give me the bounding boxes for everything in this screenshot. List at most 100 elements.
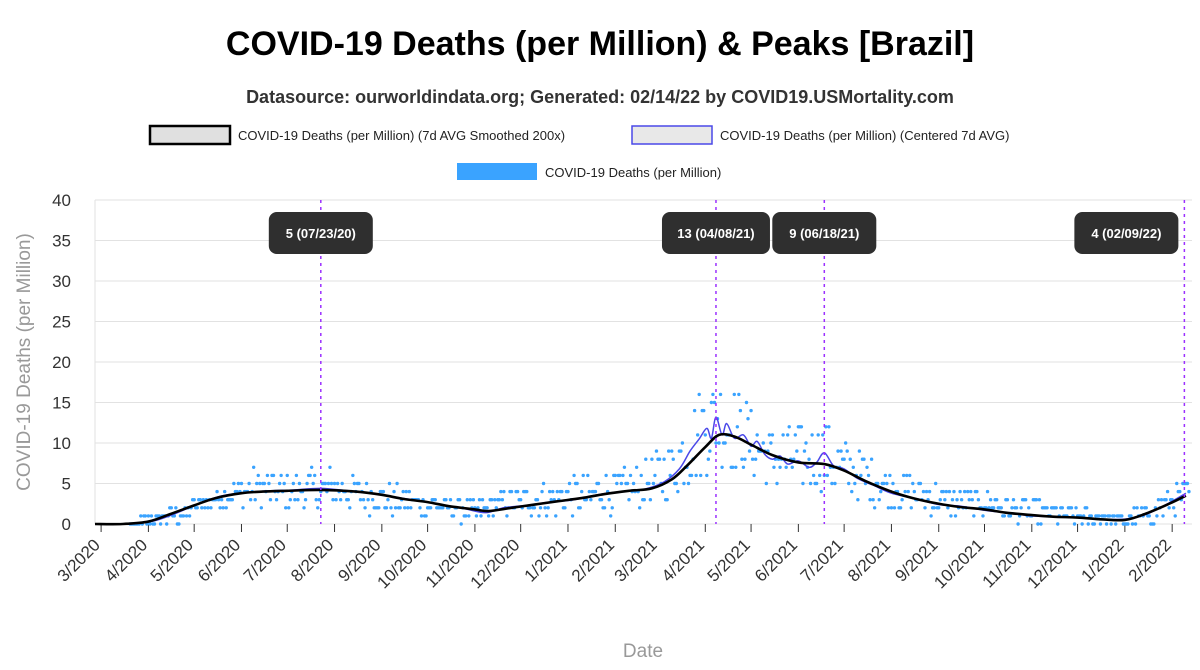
daily-point (970, 498, 974, 502)
daily-point (909, 506, 913, 510)
daily-point (494, 506, 498, 510)
daily-point (816, 433, 820, 437)
daily-point (872, 506, 877, 510)
daily-point (158, 522, 163, 526)
daily-point (489, 498, 494, 502)
daily-point (464, 514, 468, 518)
daily-point (827, 425, 831, 429)
daily-point (326, 481, 331, 486)
daily-point (268, 498, 273, 502)
daily-point (366, 498, 370, 502)
daily-point (418, 506, 422, 510)
daily-point (877, 498, 881, 502)
peak-label-box (1074, 212, 1179, 254)
daily-point (891, 481, 895, 486)
daily-point (1069, 506, 1074, 510)
daily-point (1060, 506, 1065, 510)
daily-point (1005, 498, 1010, 502)
daily-point (491, 514, 495, 518)
daily-point (825, 473, 830, 478)
daily-point (875, 481, 880, 486)
daily-point (787, 425, 791, 429)
daily-point (554, 514, 558, 518)
daily-point (572, 473, 576, 478)
daily-point (505, 514, 509, 518)
daily-point (403, 506, 407, 510)
daily-point (457, 498, 462, 502)
daily-point (1011, 498, 1016, 502)
daily-point (671, 457, 675, 461)
daily-point (674, 481, 679, 486)
daily-point (818, 473, 822, 478)
daily-point (165, 522, 169, 526)
daily-point (1045, 506, 1049, 510)
daily-point (152, 522, 157, 526)
daily-point (381, 489, 386, 494)
daily-point (239, 481, 244, 486)
legend-item-daily[interactable]: COVID-19 Deaths (per Million) (457, 163, 721, 180)
daily-point (885, 481, 889, 486)
daily-point (1092, 522, 1097, 526)
daily-point (608, 514, 613, 518)
daily-point (842, 457, 846, 461)
x-tick-label: 1/2021 (521, 535, 571, 585)
daily-point (740, 457, 744, 461)
daily-point (587, 489, 592, 494)
daily-point (955, 498, 959, 502)
legend-item-centered[interactable]: COVID-19 Deaths (per Million) (Centered … (631, 125, 1009, 145)
x-tick-label: 2/2022 (1125, 535, 1175, 585)
daily-point (340, 481, 344, 486)
y-tick-label: 25 (52, 313, 71, 332)
daily-point (279, 473, 283, 478)
daily-point (499, 489, 503, 494)
legend-item-smoothed[interactable]: COVID-19 Deaths (per Million) (7d AVG Sm… (148, 124, 565, 146)
daily-point (1085, 506, 1089, 510)
daily-point (657, 457, 662, 461)
daily-point (744, 400, 749, 405)
daily-point (580, 489, 584, 494)
daily-point (346, 498, 350, 502)
daily-point (665, 498, 669, 502)
daily-point (918, 481, 923, 486)
daily-point (670, 449, 674, 453)
daily-point (653, 473, 657, 478)
daily-point (975, 489, 979, 494)
daily-point (251, 465, 256, 469)
gridlines (94, 199, 1192, 532)
daily-point (258, 481, 262, 486)
daily-point (486, 514, 491, 518)
daily-point (784, 465, 788, 469)
daily-point (642, 498, 646, 502)
daily-point (714, 441, 718, 445)
daily-point (451, 514, 456, 518)
daily-point (1107, 514, 1112, 518)
daily-point (741, 465, 746, 469)
daily-point (584, 498, 588, 502)
daily-point (706, 457, 711, 461)
daily-point (999, 506, 1003, 510)
x-tick-label: 11/2021 (979, 535, 1035, 591)
daily-point (932, 506, 936, 510)
daily-point (1171, 506, 1176, 510)
y-tick-label: 10 (52, 434, 71, 453)
x-tick-label: 8/2020 (287, 535, 337, 585)
daily-point (618, 473, 622, 478)
daily-point (195, 506, 199, 510)
daily-point (363, 506, 367, 510)
daily-point (811, 473, 816, 478)
daily-point (308, 473, 312, 478)
daily-point (676, 489, 680, 494)
daily-point (139, 514, 143, 518)
daily-point (839, 449, 843, 453)
x-tick-label: 4/2021 (658, 535, 708, 585)
x-tick-label: 5/2020 (147, 535, 197, 585)
daily-point (203, 506, 207, 510)
daily-point (497, 498, 502, 502)
daily-point (148, 522, 152, 526)
daily-point (622, 465, 627, 469)
daily-point (535, 498, 540, 502)
x-tick-label: 6/2020 (194, 535, 244, 585)
daily-point (390, 514, 395, 518)
peak-label: 5 (07/23/20) (286, 226, 356, 241)
daily-point (610, 506, 614, 510)
